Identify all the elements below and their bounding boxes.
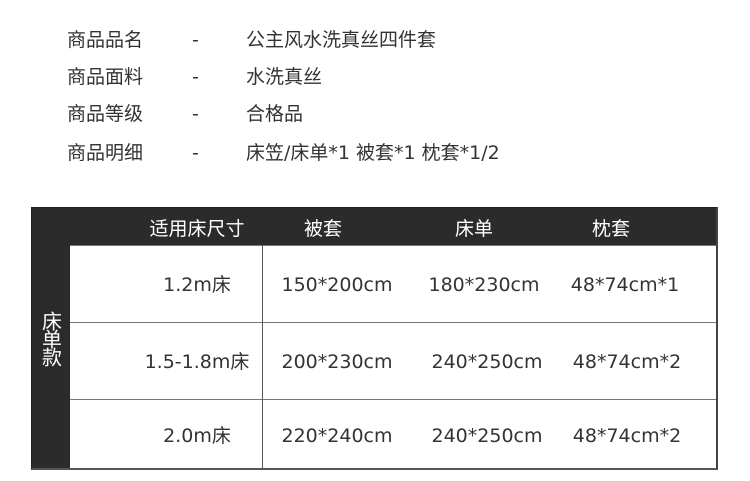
info-value: 水洗真丝 xyxy=(246,66,323,88)
side-label: 床单款 xyxy=(32,208,70,468)
info-value: 合格品 xyxy=(246,103,304,125)
header-cell: 床单 xyxy=(454,218,494,240)
size-table: 床单款 适用床尺寸 被套 床单 枕套 1.2m床 150*200cm 180*2… xyxy=(31,207,718,470)
table-cell: 180*230cm xyxy=(428,273,540,296)
info-label: 商品品名 xyxy=(67,29,144,51)
table-cell: 48*74cm*1 xyxy=(570,273,680,296)
header-cell: 适用床尺寸 xyxy=(149,218,245,240)
info-label: 商品明细 xyxy=(67,142,144,164)
column-divider xyxy=(262,245,263,468)
info-dash: - xyxy=(192,29,199,51)
table-cell: 200*230cm xyxy=(281,350,393,373)
info-dash: - xyxy=(192,142,199,164)
info-label: 商品等级 xyxy=(67,103,144,125)
table-cell: 240*250cm xyxy=(431,425,543,447)
header-cell: 被套 xyxy=(303,218,343,240)
info-label: 商品面料 xyxy=(67,66,144,88)
info-value: 床笠/床单*1 被套*1 枕套*1/2 xyxy=(246,142,500,164)
table-cell: 48*74cm*2 xyxy=(572,425,682,447)
table-cell: 48*74cm*2 xyxy=(572,350,682,373)
table-header: 适用床尺寸 被套 床单 枕套 xyxy=(70,208,716,245)
table-row: 1.2m床 150*200cm 180*230cm 48*74cm*1 xyxy=(70,245,716,323)
info-value: 公主风水洗真丝四件套 xyxy=(246,29,437,51)
table-cell: 1.2m床 xyxy=(163,273,231,296)
table-row: 1.5-1.8m床 200*230cm 240*250cm 48*74cm*2 xyxy=(70,322,716,400)
table-cell: 150*200cm xyxy=(281,273,393,296)
header-cell: 枕套 xyxy=(591,218,631,240)
table-cell: 220*240cm xyxy=(281,425,393,447)
table-row: 2.0m床 220*240cm 240*250cm 48*74cm*2 xyxy=(70,399,716,472)
info-dash: - xyxy=(192,103,199,125)
table-cell: 1.5-1.8m床 xyxy=(144,350,250,373)
table-cell: 2.0m床 xyxy=(163,425,231,447)
table-cell: 240*250cm xyxy=(431,350,543,373)
info-dash: - xyxy=(192,66,199,88)
